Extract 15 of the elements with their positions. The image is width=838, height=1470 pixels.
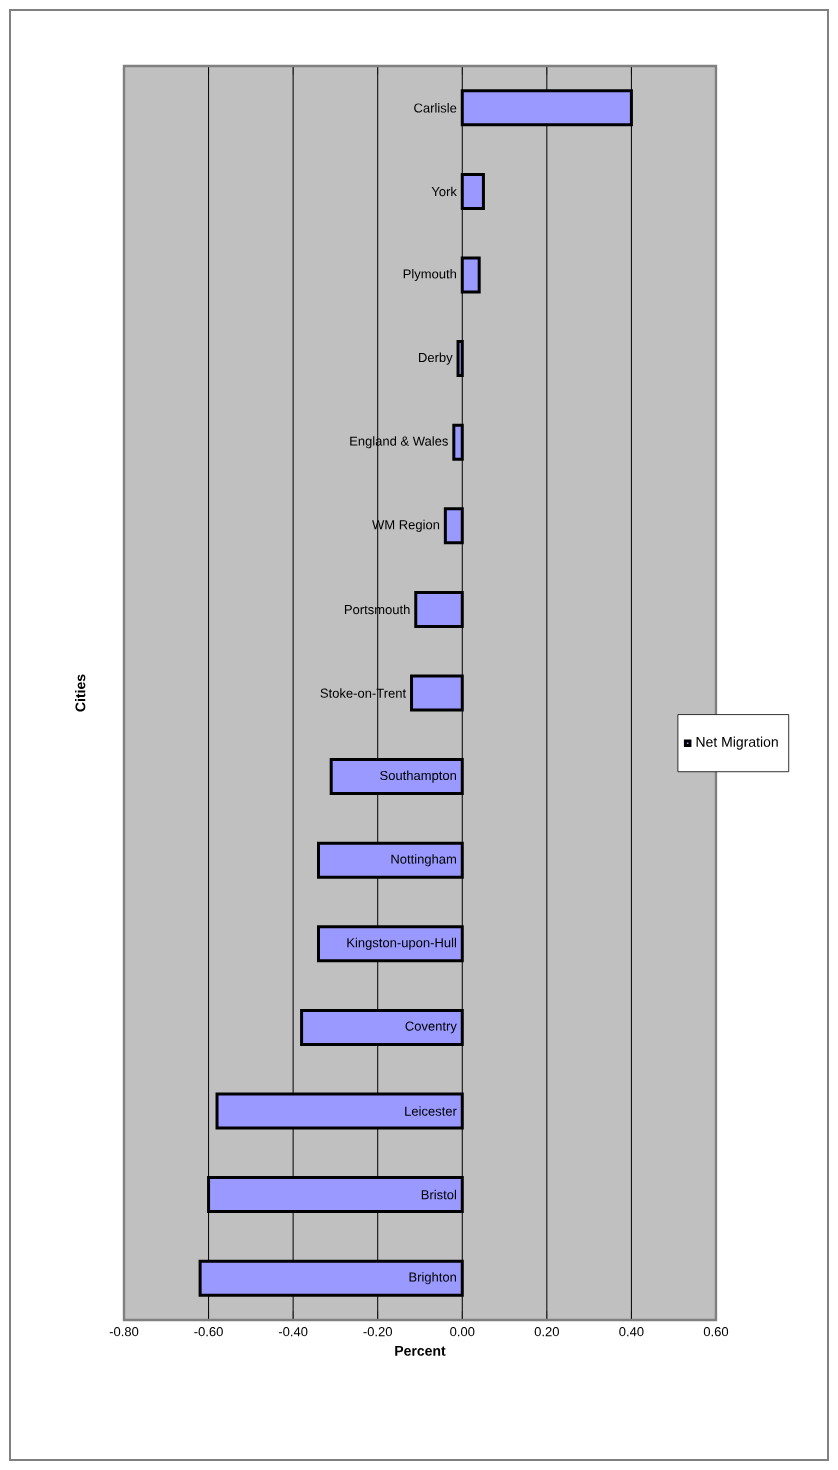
bar xyxy=(460,89,633,127)
bar xyxy=(456,340,464,378)
bar xyxy=(329,758,464,796)
bar xyxy=(215,1092,464,1130)
bar xyxy=(198,1259,464,1297)
bar xyxy=(443,507,464,545)
bar xyxy=(452,423,464,461)
bar xyxy=(317,925,464,963)
bar xyxy=(460,256,481,294)
bar xyxy=(207,1176,464,1214)
bar xyxy=(414,590,464,628)
bar xyxy=(317,841,464,879)
bar xyxy=(300,1008,464,1046)
bar xyxy=(410,674,464,712)
bar xyxy=(460,172,485,210)
